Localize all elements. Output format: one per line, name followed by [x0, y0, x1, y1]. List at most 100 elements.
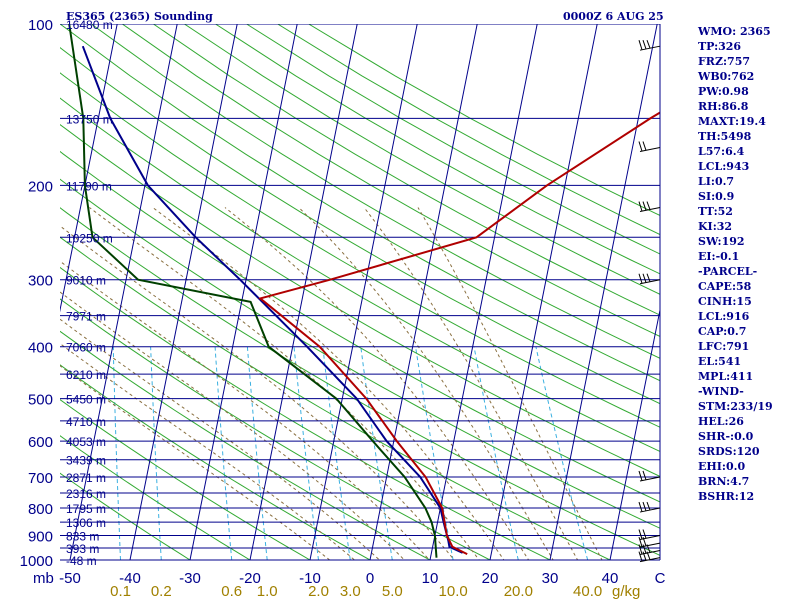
- isotherm: [369, 24, 478, 560]
- temperature-tick-label: 40: [602, 570, 619, 587]
- temperature-tick-label: 10: [422, 570, 439, 587]
- temperature-tick-label: 0: [366, 570, 374, 587]
- dry-adiabat: [60, 72, 660, 428]
- mixing-ratio-tick-label: 3.0: [340, 583, 361, 600]
- dry-adiabat: [60, 236, 612, 560]
- index-item: WMO: 2365: [698, 25, 771, 38]
- moist-adiabat: [152, 207, 505, 560]
- index-item: SI:0.9: [698, 190, 735, 203]
- height-level-label: 393 m: [66, 542, 99, 556]
- index-item: CINH:15: [698, 295, 752, 308]
- index-item: CAP:0.7: [698, 325, 747, 338]
- height-level-label: 4053 m: [66, 435, 106, 449]
- temperature-tick-label: C: [655, 570, 666, 587]
- mixing-ratio-tick-label: 5.0: [382, 583, 403, 600]
- index-item: TP:326: [698, 40, 742, 53]
- index-item: CAPE:58: [698, 280, 752, 293]
- pressure-axis-label: mb: [33, 570, 54, 587]
- wind-barb: [638, 501, 661, 513]
- moist-adiabat: [417, 207, 603, 560]
- mixing-ratio-tick-label: 0.1: [110, 583, 131, 600]
- dewpoint-trace: [68, 24, 438, 558]
- mixing-ratio-line: [112, 346, 121, 560]
- pressure-tick-label: 500: [28, 392, 53, 409]
- height-level-label: -48 m: [66, 554, 97, 568]
- sounding-traces: [68, 24, 660, 558]
- temperature-tick-label: -20: [239, 570, 261, 587]
- stability-indices-panel: WMO: 2365 TP:326 FRZ:757 WB0:762 PW:0.98 RH:8…: [698, 24, 773, 504]
- index-item: LCL:916: [698, 310, 750, 323]
- height-level-label: 7060 m: [66, 341, 106, 355]
- dry-adiabat: [60, 207, 660, 556]
- dry-adiabat: [60, 24, 660, 382]
- index-item: STM:233/19: [698, 400, 773, 413]
- index-item: PW:0.98: [698, 85, 749, 98]
- pressure-tick-label: 700: [28, 470, 53, 487]
- height-level-label: 1795 m: [66, 502, 106, 516]
- height-level-label: 833 m: [66, 529, 99, 543]
- wind-barb: [638, 470, 661, 482]
- height-level-label: 7971 m: [66, 310, 106, 324]
- index-item: -WIND-: [698, 385, 744, 398]
- sounding-timestamp: 0000Z 6 AUG 25: [563, 10, 664, 23]
- pressure-tick-label: 800: [28, 501, 53, 518]
- moist-adiabat: [298, 207, 554, 560]
- mixing-ratio-tick-label: 20.0: [504, 583, 533, 600]
- mixing-ratio-tick-label: 10.0: [439, 583, 468, 600]
- dry-adiabat: [60, 435, 251, 560]
- dry-adiabat: [60, 330, 432, 560]
- index-item: RH:86.8: [698, 100, 749, 113]
- isotherm: [69, 24, 178, 560]
- mixing-ratio-tick-label: 0.6: [221, 583, 242, 600]
- height-level-label: 16480 m: [66, 18, 113, 32]
- mixing-ratio-line: [150, 346, 162, 560]
- dry-adiabat: [184, 24, 660, 295]
- isotherm: [60, 24, 118, 313]
- isotherm: [129, 24, 238, 560]
- pressure-tick-label: 600: [28, 434, 53, 451]
- index-item: L57:6.4: [698, 145, 745, 158]
- index-item: SHR-:0.0: [698, 430, 754, 443]
- dry-adiabat: [60, 472, 191, 560]
- height-level-label: 2316 m: [66, 487, 106, 501]
- mixing-ratio-tick-label: 2.0: [308, 583, 329, 600]
- height-level-label: 9010 m: [66, 274, 106, 288]
- dry-adiabat: [60, 150, 660, 503]
- mixing-ratio-tick-label: 40.0: [573, 583, 602, 600]
- height-level-label: 5450 m: [66, 393, 106, 407]
- mixing-ratio-tick-label: 0.2: [151, 583, 172, 600]
- index-item: LCL:943: [698, 160, 750, 173]
- index-item: MPL:411: [698, 370, 754, 383]
- temperature-tick-label: -40: [119, 570, 141, 587]
- index-item: TH:5498: [698, 130, 752, 143]
- dry-adiabat: [60, 178, 660, 529]
- wind-barb: [638, 40, 661, 51]
- temperature-tick-label: 30: [542, 570, 559, 587]
- isobars: [60, 24, 660, 560]
- sounding-title: ES365 (2365) Sounding: [66, 10, 213, 23]
- pressure-tick-label: 1000: [20, 553, 53, 570]
- moist-adiabat: [60, 318, 381, 560]
- dry-adiabat: [153, 24, 660, 316]
- height-level-label: 6210 m: [66, 368, 106, 382]
- pressure-tick-label: 400: [28, 340, 53, 357]
- moist-adiabat: [363, 207, 579, 560]
- dry-adiabats: [60, 24, 660, 560]
- isotherm: [429, 24, 538, 560]
- index-item: EL:541: [698, 355, 742, 368]
- index-item: SRDS:120: [698, 445, 760, 458]
- index-item: EHI:0.0: [698, 460, 746, 473]
- pressure-tick-label: 100: [28, 17, 53, 34]
- height-level-label: 2871 m: [66, 471, 106, 485]
- dry-adiabat: [60, 398, 312, 560]
- index-item: LFC:791: [698, 340, 750, 353]
- temperature-tick-label: 20: [482, 570, 499, 587]
- dry-adiabat: [122, 24, 660, 338]
- temperature-tick-label: -50: [59, 570, 81, 587]
- isotherm: [309, 24, 418, 560]
- height-level-label: 1306 m: [66, 516, 106, 530]
- isotherms: [0, 0, 660, 571]
- wind-barb: [638, 273, 661, 285]
- dry-adiabat: [60, 298, 492, 560]
- isotherm: [0, 0, 2, 571]
